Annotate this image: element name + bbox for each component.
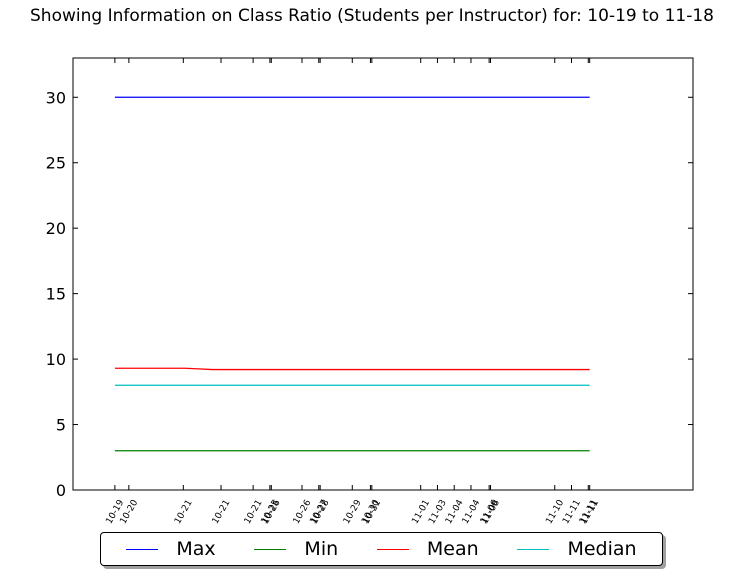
y-axis: 0 5 10 15 20 25 30 — [46, 88, 693, 500]
y-tick-label: 10 — [46, 350, 66, 369]
axes-frame — [72, 57, 694, 491]
legend: Max Min Mean Median — [100, 532, 663, 566]
x-tick-label: 10-21 — [173, 498, 195, 526]
y-tick-label: 5 — [56, 416, 66, 435]
y-tick-label: 25 — [46, 154, 66, 173]
y-tick-label: 20 — [46, 219, 66, 238]
legend-label: Median — [567, 538, 637, 560]
legend-item-mean: Mean — [376, 538, 479, 560]
legend-label: Mean — [426, 538, 479, 560]
legend-swatch — [517, 548, 550, 550]
series-line-mean — [114, 367, 590, 371]
chart-title: Showing Information on Class Ratio (Stud… — [30, 6, 714, 26]
y-tick-label: 15 — [46, 285, 66, 304]
legend-swatch — [376, 548, 409, 550]
legend-swatch — [126, 548, 159, 550]
y-tick-label: 0 — [56, 481, 66, 500]
legend-label: Min — [304, 538, 339, 560]
legend-item-median: Median — [517, 538, 637, 560]
legend-item-min: Min — [254, 538, 338, 560]
x-tick-label: 10-21 — [211, 498, 233, 526]
legend-item-max: Max — [126, 538, 216, 560]
y-tick-label: 30 — [46, 88, 66, 107]
legend-label: Max — [176, 538, 216, 560]
legend-swatch — [254, 548, 287, 550]
series-layer — [114, 96, 590, 452]
